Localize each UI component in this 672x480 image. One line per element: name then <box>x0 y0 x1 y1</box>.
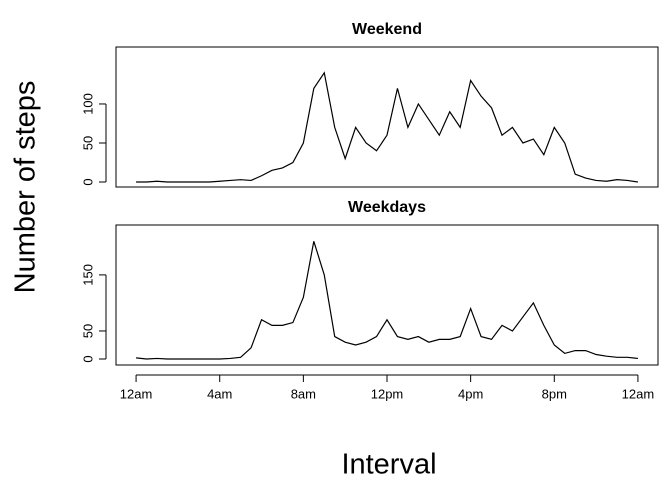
y-tick-label: 100 <box>80 93 95 115</box>
y-tick-label: 0 <box>80 355 95 362</box>
x-tick-label: 4pm <box>458 386 483 401</box>
x-tick-label: 12am <box>622 386 655 401</box>
plot-frame <box>115 224 659 366</box>
data-line <box>136 241 638 360</box>
data-line <box>136 71 639 183</box>
x-tick-label: 12pm <box>371 386 404 401</box>
x-tick-label: 8am <box>291 386 316 401</box>
plot-frame <box>115 46 659 188</box>
x-tick-label: 4am <box>207 386 232 401</box>
x-tick-label: 12am <box>120 386 153 401</box>
y-tick-label: 50 <box>80 324 95 338</box>
y-axis-label: Number of steps <box>10 81 42 294</box>
y-tick-label: 150 <box>80 264 95 286</box>
x-tick-label: 8pm <box>542 386 567 401</box>
y-tick-label: 0 <box>80 178 95 185</box>
x-axis-label: Interval <box>341 449 436 480</box>
panel-title: Weekend <box>352 21 422 38</box>
y-tick-label: 50 <box>80 136 95 150</box>
panel-title: Weekdays <box>348 199 426 216</box>
